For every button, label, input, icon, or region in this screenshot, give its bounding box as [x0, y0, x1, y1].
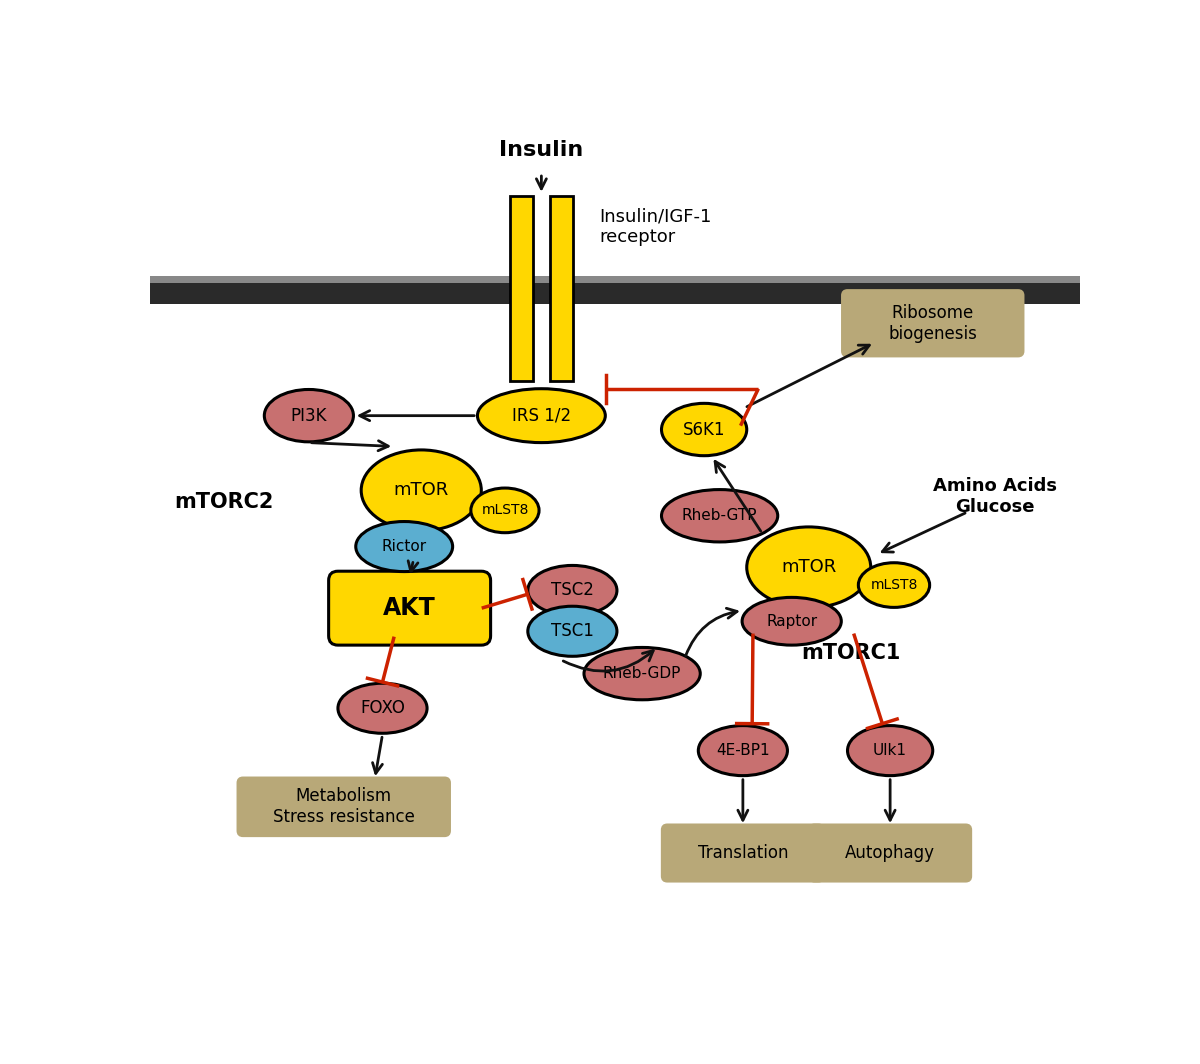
Text: Autophagy: Autophagy — [845, 844, 935, 862]
FancyBboxPatch shape — [329, 571, 491, 645]
Text: S6K1: S6K1 — [683, 420, 725, 438]
Ellipse shape — [264, 389, 354, 442]
Ellipse shape — [584, 647, 701, 700]
Text: Amino Acids
Glucose: Amino Acids Glucose — [932, 477, 1057, 516]
Text: TSC1: TSC1 — [551, 622, 594, 641]
Text: IRS 1/2: IRS 1/2 — [512, 406, 571, 425]
Bar — [150, 276, 1080, 283]
Text: Raptor: Raptor — [766, 614, 817, 629]
Text: FOXO: FOXO — [360, 699, 404, 717]
FancyBboxPatch shape — [662, 825, 824, 881]
Text: Insulin: Insulin — [499, 140, 583, 160]
Ellipse shape — [847, 726, 932, 776]
Ellipse shape — [661, 403, 746, 455]
Text: Metabolism
Stress resistance: Metabolism Stress resistance — [272, 787, 415, 827]
Text: AKT: AKT — [383, 596, 436, 620]
Text: TSC2: TSC2 — [551, 581, 594, 599]
Ellipse shape — [338, 683, 427, 733]
Ellipse shape — [858, 563, 930, 608]
Ellipse shape — [698, 726, 787, 776]
Text: Ribosome
biogenesis: Ribosome biogenesis — [888, 304, 977, 343]
FancyBboxPatch shape — [842, 290, 1024, 356]
Text: mTORC1: mTORC1 — [802, 643, 901, 663]
Text: mLST8: mLST8 — [870, 578, 918, 592]
Text: Insulin/IGF-1
receptor: Insulin/IGF-1 receptor — [600, 207, 712, 247]
Text: Rictor: Rictor — [382, 539, 427, 554]
Text: mTOR: mTOR — [781, 559, 836, 577]
Text: PI3K: PI3K — [290, 406, 328, 425]
Text: Translation: Translation — [697, 844, 788, 862]
Ellipse shape — [478, 388, 605, 443]
FancyBboxPatch shape — [809, 825, 971, 881]
Text: Ulk1: Ulk1 — [874, 743, 907, 759]
Ellipse shape — [361, 450, 481, 531]
Bar — [510, 196, 533, 381]
Ellipse shape — [528, 565, 617, 615]
Text: mLST8: mLST8 — [481, 503, 529, 517]
Text: 4E-BP1: 4E-BP1 — [716, 743, 769, 759]
Ellipse shape — [746, 527, 871, 608]
Text: mTORC2: mTORC2 — [174, 492, 274, 512]
Ellipse shape — [528, 606, 617, 656]
Ellipse shape — [355, 521, 452, 571]
Text: mTOR: mTOR — [394, 481, 449, 499]
Ellipse shape — [470, 488, 539, 533]
Bar — [550, 196, 574, 381]
Text: Rheb-GDP: Rheb-GDP — [602, 666, 682, 681]
FancyBboxPatch shape — [238, 778, 450, 836]
Ellipse shape — [742, 597, 841, 645]
Text: Rheb-GTP: Rheb-GTP — [682, 509, 757, 523]
Ellipse shape — [661, 489, 778, 542]
Bar — [150, 276, 1080, 304]
